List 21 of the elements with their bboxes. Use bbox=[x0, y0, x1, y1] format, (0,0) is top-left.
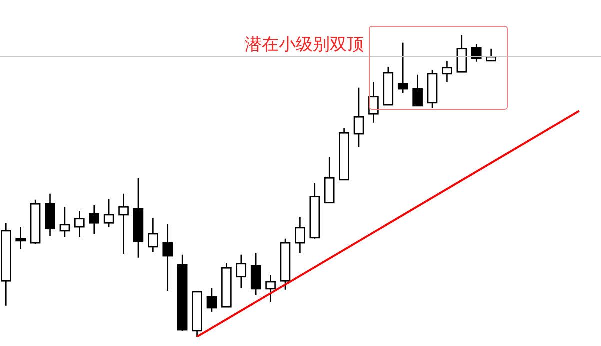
candlestick bbox=[471, 43, 482, 63]
candlestick bbox=[398, 42, 408, 94]
candlestick bbox=[442, 60, 452, 83]
candlestick bbox=[354, 87, 364, 148]
candlestick bbox=[206, 287, 218, 313]
candlestick bbox=[74, 210, 85, 238]
candlestick bbox=[60, 206, 70, 238]
candlestick bbox=[266, 274, 276, 303]
candlestick bbox=[456, 35, 468, 73]
candlestick bbox=[148, 217, 158, 253]
candlestick bbox=[295, 216, 306, 254]
candlestick bbox=[412, 74, 423, 107]
candlestick bbox=[236, 254, 247, 289]
annotation: 潜在小级别双顶 bbox=[245, 34, 364, 56]
candlestick bbox=[162, 223, 174, 292]
candlestick bbox=[118, 193, 129, 255]
candlestick bbox=[16, 226, 26, 250]
candlestick bbox=[104, 198, 114, 228]
candlestick bbox=[250, 252, 262, 296]
candlestick bbox=[89, 204, 100, 235]
candlestick bbox=[368, 81, 379, 124]
